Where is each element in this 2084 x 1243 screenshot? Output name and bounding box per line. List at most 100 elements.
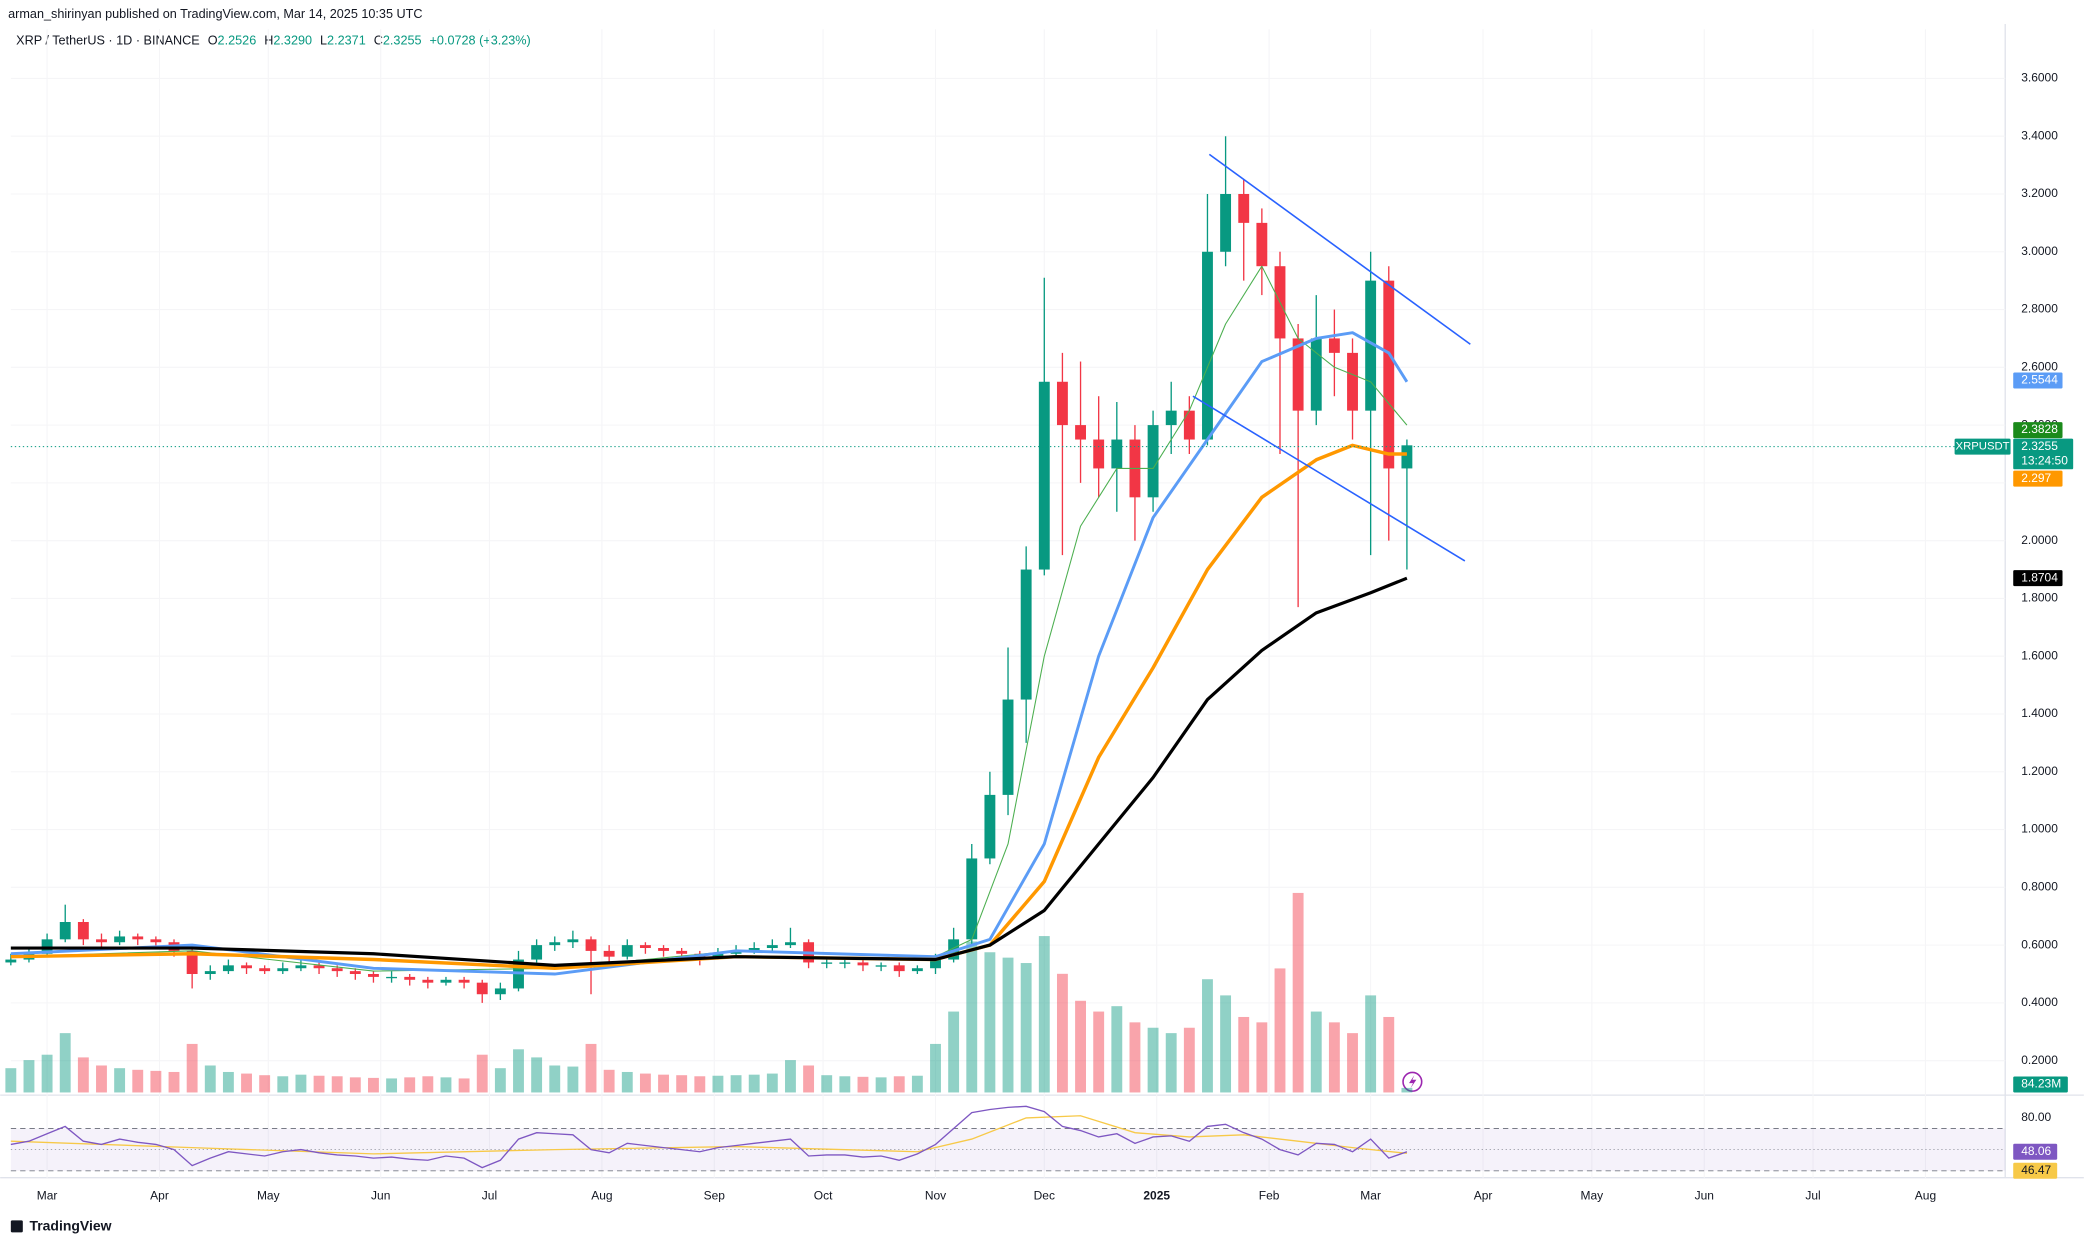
x-tick-label: Apr [1474, 1189, 1493, 1203]
candle-body [1256, 222, 1268, 267]
candle-body [930, 959, 941, 969]
candle-body [875, 965, 887, 967]
volume-bar [766, 1073, 778, 1093]
rsi-line [10, 1105, 1408, 1169]
volume-bar [313, 1075, 325, 1093]
candle-body [1093, 439, 1105, 469]
candle-body [440, 979, 452, 983]
volume-bar [150, 1070, 162, 1093]
volume-bar [1056, 973, 1068, 1093]
ohlc-value: 2.2526 [218, 34, 257, 48]
volume-bar [948, 1011, 960, 1093]
candle-body [349, 971, 361, 975]
candle-body [839, 962, 851, 964]
candle-body [857, 962, 869, 966]
volume-bar [458, 1078, 470, 1093]
rsi-tick-label: 80.00 [2021, 1110, 2051, 1124]
candle-body [766, 945, 778, 949]
candle-body [621, 945, 633, 957]
candle-body [531, 945, 543, 960]
x-tick-label: Feb [1259, 1189, 1280, 1203]
volume-bar [930, 1043, 941, 1093]
candle-body [1202, 251, 1213, 440]
candle-body [1038, 381, 1050, 570]
volume-bar [1111, 1006, 1123, 1093]
volume-bar [404, 1077, 416, 1093]
candle-body [476, 982, 488, 995]
candle-body [422, 979, 434, 983]
volume-bar [1020, 963, 1032, 1093]
price-label-text: 2.5544 [2021, 373, 2058, 387]
x-tick-label: Aug [591, 1189, 612, 1203]
volume-bar [1365, 995, 1377, 1093]
volume-bar [368, 1077, 379, 1093]
candle-body [1111, 439, 1123, 469]
volume-bar [1220, 995, 1232, 1093]
volume-bar [222, 1071, 234, 1093]
volume-label [2013, 1076, 2068, 1093]
volume-bar [23, 1060, 35, 1093]
symbol-tag-text: XRPUSDT [1956, 441, 2010, 453]
candle-body [911, 968, 923, 972]
candle-body [712, 953, 724, 957]
volume-bar [966, 941, 978, 1093]
icon-bolt[interactable] [1409, 1075, 1417, 1089]
volume-bar [132, 1069, 144, 1093]
y-tick-label: 3.0000 [2021, 244, 2058, 258]
candle-body [222, 965, 234, 972]
volume-bar [694, 1076, 706, 1093]
ohlc-value: 2.3290 [273, 34, 312, 48]
candle-body [966, 858, 978, 940]
volume-bar [168, 1071, 180, 1093]
y-tick-label: 1.4000 [2021, 706, 2058, 720]
x-tick-label: Jul [482, 1189, 497, 1203]
volume-bar [911, 1075, 923, 1093]
x-tick-label: Oct [814, 1189, 833, 1203]
candle-body [893, 965, 905, 972]
candle-body [458, 979, 470, 983]
candle-body [549, 942, 561, 946]
volume-bar [1147, 1027, 1159, 1093]
last-price-text: 2.3255 [2021, 439, 2058, 453]
replay-icon[interactable] [1402, 1071, 1423, 1092]
symbol-line: XRP / TetherUS · 1D · BINANCEO2.2526H2.3… [16, 34, 531, 48]
candle-body [241, 965, 252, 969]
candle-body [77, 922, 89, 940]
y-tick-label: 0.8000 [2021, 880, 2058, 894]
price-label [2013, 470, 2063, 487]
x-tick-label: May [1581, 1189, 1604, 1203]
y-tick-label: 0.2000 [2021, 1053, 2058, 1067]
y-tick-label: 0.4000 [2021, 995, 2058, 1009]
volume-bar [821, 1075, 833, 1093]
trendline [1192, 395, 1466, 562]
x-tick-label: Jun [1695, 1189, 1714, 1203]
publisher: arman_shirinyan published on TradingView… [8, 7, 422, 21]
y-tick-label: 2.6000 [2021, 359, 2058, 373]
volume-bar [1238, 1016, 1250, 1093]
candle-body [1328, 338, 1340, 353]
volume-bar [476, 1054, 488, 1093]
price-label-text: 2.3828 [2021, 422, 2058, 436]
trendline [1208, 153, 1471, 345]
candle-body [984, 794, 996, 859]
candle-body [1401, 445, 1413, 469]
candle-body [748, 948, 760, 951]
brand-logo: TradingView [10, 1218, 112, 1234]
volume-bar [77, 1057, 89, 1093]
candle-body [603, 950, 615, 957]
volume-bar [1328, 1022, 1340, 1093]
volume-bar [893, 1076, 905, 1093]
volume-bar [96, 1065, 107, 1093]
brand: TradingView [29, 1218, 111, 1234]
candle-body [404, 976, 416, 980]
candle-body [658, 948, 669, 951]
candle-body [313, 965, 325, 969]
x-tick-label: Jun [371, 1189, 390, 1203]
volume-bar [712, 1075, 724, 1093]
ohlc-key: C [374, 34, 383, 48]
x-tick-label: Mar [37, 1189, 58, 1203]
x-tick-label: 2025 [1143, 1189, 1170, 1203]
volume-bar [1274, 968, 1286, 1093]
